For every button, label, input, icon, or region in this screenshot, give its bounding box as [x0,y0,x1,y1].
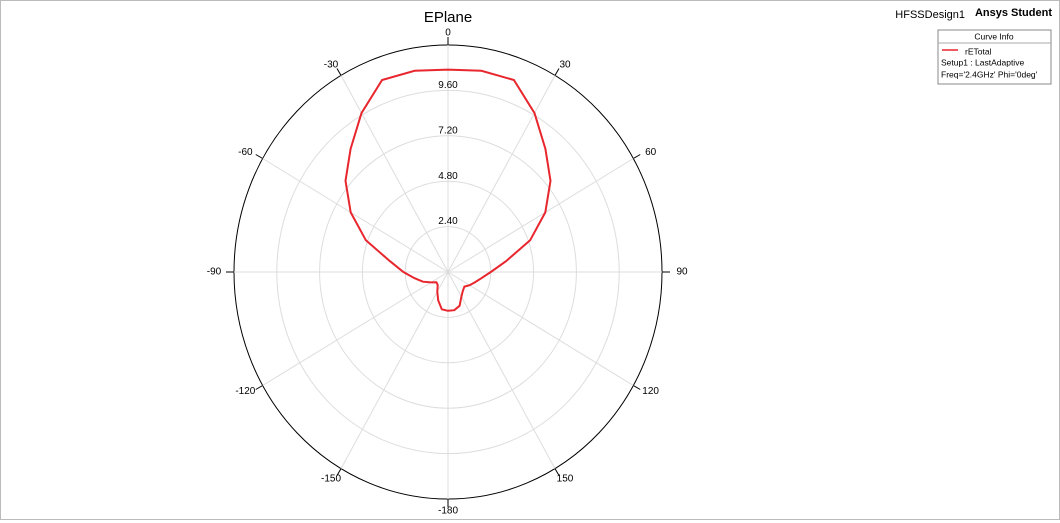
r-tick-label: 9.60 [438,80,458,91]
curve [344,68,552,312]
r-tick-label: 2.40 [438,216,458,227]
spoke [447,75,556,273]
spoke [447,271,634,386]
ring [276,89,620,455]
angle-label: 150 [557,474,574,485]
spoke [447,271,556,469]
ring [361,180,535,364]
brand: Ansys Student [975,7,1052,19]
legend-entry: rETotal [965,46,992,56]
ring [319,135,577,409]
design-name: HFSSDesign1 [895,9,965,21]
r-tick-label: 7.20 [438,125,458,136]
angle-tick [255,385,263,390]
angle-label: -180 [438,506,458,517]
angle-label: 90 [676,267,688,278]
angle-label: 0 [445,28,451,39]
angle-label: 30 [559,60,571,71]
legend: Curve Info rETotal Setup1 : LastAdaptive… [937,29,1052,85]
legend-title: Curve Info [974,31,1013,41]
angle-label: -90 [207,267,222,278]
angle-label: 120 [642,386,659,397]
spoke [262,271,449,386]
angle-tick [255,154,263,159]
spoke [340,75,449,273]
plot: 0 30 60 90 120 150 -180 -150 -120 -90 -60 -30 2.40 4.… [207,28,688,517]
angle-tick [554,68,560,76]
angle-tick [633,154,641,159]
angle-label: -120 [235,386,255,397]
legend-note: Setup1 : LastAdaptive [941,57,1024,67]
angle-label: -150 [321,474,341,485]
spoke [262,158,449,273]
angle-tick [554,468,560,476]
angle-tick [633,385,641,390]
angle-tick [336,68,342,76]
spoke [447,158,634,273]
legend-note: Freq='2.4GHz' Phi='0deg' [941,69,1038,79]
spoke [340,271,449,469]
angle-tick [336,468,342,476]
legend-box [937,29,1052,85]
angle-label: 60 [645,147,657,158]
chart-title: EPlane [424,9,472,26]
r-tick-label: 4.80 [438,171,458,182]
angle-label: -60 [238,147,253,158]
angle-label: -30 [324,60,339,71]
